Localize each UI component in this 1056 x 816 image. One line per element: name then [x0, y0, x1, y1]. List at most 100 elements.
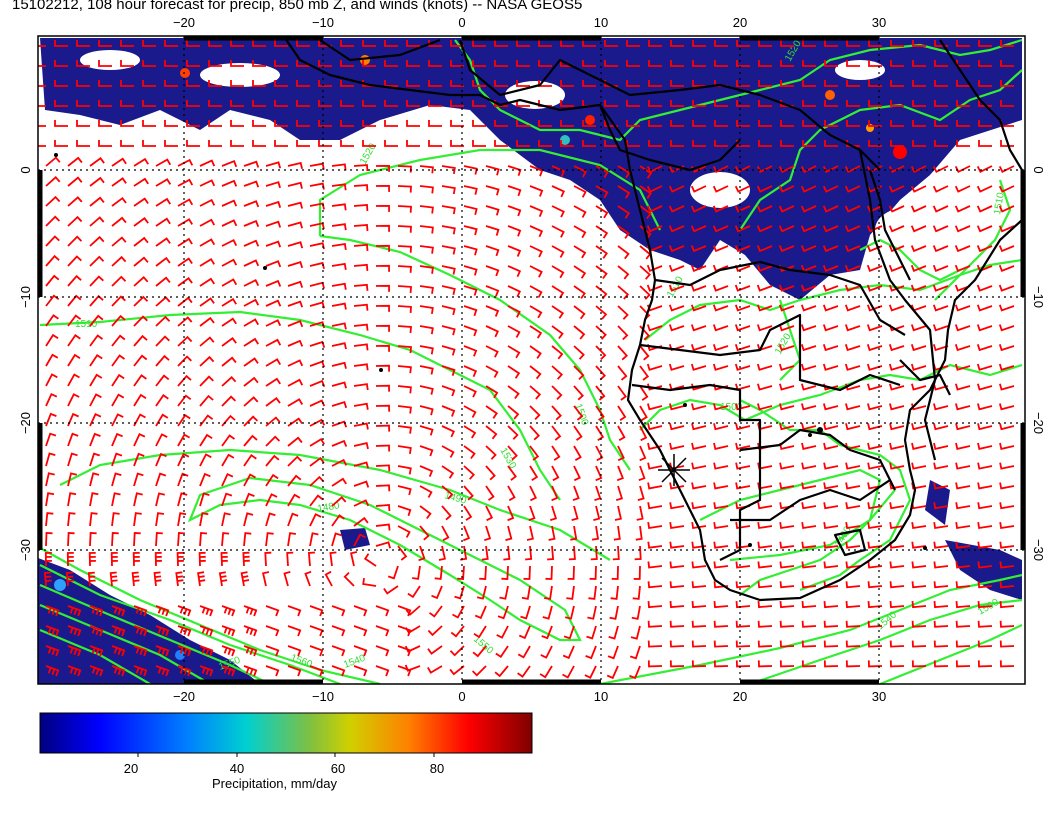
wind-barb: [646, 165, 663, 174]
wind-barb: [866, 304, 883, 312]
wind-barb: [756, 165, 773, 174]
wind-barb: [450, 40, 464, 47]
wind-barb: [780, 140, 794, 147]
wind-barb: [154, 551, 162, 567]
wind-barb: [375, 444, 391, 452]
wind-barb: [573, 285, 586, 299]
wind-barb: [955, 660, 971, 668]
wind-barb: [164, 40, 178, 47]
lat-label: −10: [18, 286, 33, 308]
wind-barb: [507, 305, 521, 318]
wind-barb: [463, 285, 478, 296]
wind-barb: [823, 482, 839, 490]
wind-barb: [397, 225, 412, 233]
wind-barb: [111, 645, 126, 657]
wind-barb: [499, 585, 509, 600]
wind-barb: [998, 363, 1015, 371]
wind-barb: [572, 485, 580, 502]
wind-barb: [45, 274, 60, 287]
wind-barb: [76, 120, 90, 127]
wind-barb: [375, 605, 390, 617]
lat-label: −30: [1031, 539, 1046, 561]
wind-barb: [286, 551, 294, 567]
wind-barb: [441, 225, 456, 235]
wind-barb: [573, 165, 587, 178]
wind-barb: [375, 424, 391, 432]
wind-barb: [375, 484, 391, 492]
wind-barb: [133, 605, 148, 617]
wind-barb: [441, 185, 456, 195]
wind-barb: [822, 304, 839, 312]
wind-barb: [318, 120, 332, 127]
wind-barb: [999, 640, 1015, 648]
wind-barb: [243, 239, 260, 247]
wind-barb: [457, 565, 465, 580]
wind-barb: [463, 305, 478, 317]
wind-barb: [529, 265, 543, 278]
wind-barb: [133, 256, 149, 267]
lat-label: 0: [1031, 166, 1046, 173]
wind-barb: [573, 445, 582, 461]
wind-barb: [472, 100, 486, 107]
wind-barb: [287, 493, 301, 507]
wind-barb: [844, 264, 861, 272]
wind-barb: [45, 412, 57, 427]
wind-barb: [479, 565, 487, 580]
wind-barb: [691, 640, 707, 648]
wind-barb: [309, 513, 322, 527]
wind-barb: [472, 120, 486, 127]
wind-barb: [507, 325, 521, 338]
wind-barb: [89, 393, 102, 407]
wind-barb: [912, 120, 926, 127]
wind-barb: [221, 238, 238, 247]
wind-barb: [778, 284, 795, 292]
wind-barb: [419, 325, 434, 335]
wind-barb: [331, 183, 347, 191]
wind-barb: [287, 241, 304, 249]
wind-barb: [38, 125, 46, 127]
wind-barb: [691, 620, 707, 628]
wind-barb: [274, 40, 288, 47]
wind-barb: [155, 237, 171, 247]
wind-barb: [155, 452, 167, 467]
wind-barb: [778, 205, 795, 213]
wind-barb: [287, 436, 303, 447]
wind-barb: [434, 565, 443, 580]
wind-barb: [890, 80, 904, 87]
wind-barb: [309, 281, 325, 289]
wind-barb: [607, 645, 619, 660]
wind-barb: [779, 620, 795, 628]
wind-barb: [691, 601, 707, 609]
wind-barb: [243, 298, 260, 307]
wind-barb: [397, 625, 412, 637]
wind-barb: [109, 571, 118, 587]
wind-barb: [89, 334, 104, 347]
wind-barb: [646, 324, 663, 332]
wind-barb: [639, 265, 651, 280]
wind-barb: [845, 502, 861, 510]
wind-barb: [362, 577, 377, 587]
wind-barb: [375, 384, 390, 392]
wind-barb: [177, 218, 193, 227]
wind-barb: [595, 165, 609, 178]
wind-barb: [933, 541, 949, 549]
wind-barb: [218, 571, 228, 587]
wind-barb: [585, 645, 597, 660]
wind-barb: [648, 120, 662, 127]
wind-barb: [265, 220, 282, 228]
wind-barb: [868, 40, 882, 47]
wind-barb: [541, 625, 553, 640]
wind-barb: [133, 374, 147, 387]
wind-barb: [287, 398, 304, 407]
wind-barb: [713, 660, 729, 668]
wind-barb: [692, 120, 706, 127]
wind-barb: [867, 423, 883, 431]
wind-barb: [287, 300, 304, 308]
wind-barb: [265, 397, 281, 407]
wind-barb: [89, 157, 105, 167]
wind-barb: [89, 432, 101, 447]
lon-label: 10: [594, 689, 608, 704]
wind-barb: [428, 100, 442, 107]
wind-barb: [265, 512, 276, 527]
wind-barb: [221, 665, 236, 677]
